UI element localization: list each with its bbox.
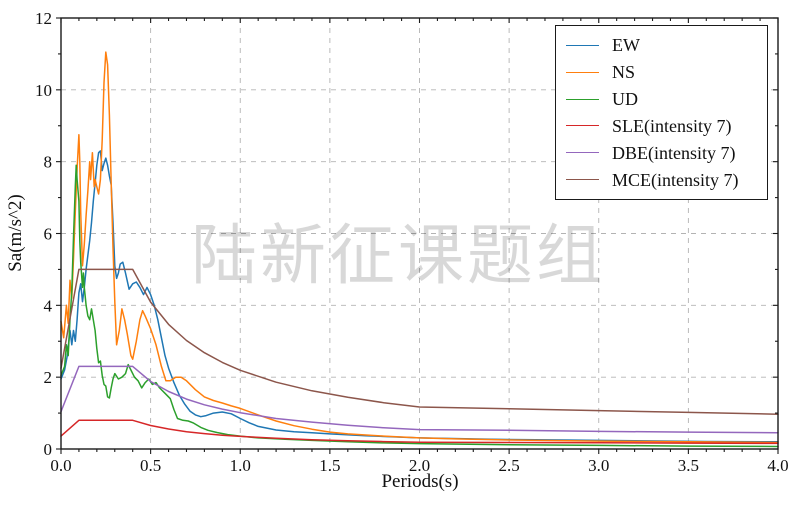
series-line-EW bbox=[60, 150, 779, 443]
x-tick-label: 2.0 bbox=[409, 456, 430, 475]
x-axis-label: Periods(s) bbox=[381, 471, 459, 492]
series-line-DBE-intensity-7- bbox=[60, 365, 779, 434]
x-tick-label: 2.5 bbox=[499, 456, 520, 475]
y-tick-label: 4 bbox=[44, 296, 53, 315]
legend-item: SLE(intensity 7) bbox=[566, 117, 757, 135]
legend-item: EW bbox=[566, 36, 757, 54]
legend-item: UD bbox=[566, 90, 757, 108]
legend-item: DBE(intensity 7) bbox=[566, 144, 757, 162]
x-tick-label: 0.5 bbox=[140, 456, 161, 475]
legend-line-sample bbox=[566, 125, 599, 127]
y-tick-label: 12 bbox=[35, 9, 52, 28]
legend-item: NS bbox=[566, 63, 757, 81]
legend-line-sample bbox=[566, 71, 599, 73]
series-line-MCE-intensity-7- bbox=[60, 268, 779, 415]
y-tick-label: 6 bbox=[44, 225, 53, 244]
legend-item-label: SLE(intensity 7) bbox=[612, 115, 732, 136]
legend-item-label: EW bbox=[612, 35, 640, 56]
y-tick-label: 8 bbox=[44, 153, 53, 172]
x-tick-label: 1.5 bbox=[319, 456, 340, 475]
legend-item-label: UD bbox=[612, 89, 638, 110]
series-line-SLE-intensity-7- bbox=[60, 419, 779, 445]
x-tick-label: 4.0 bbox=[767, 456, 788, 475]
series-line-NS bbox=[60, 51, 779, 444]
series-line-UD bbox=[60, 164, 779, 448]
y-tick-label: 10 bbox=[35, 81, 52, 100]
legend-item: MCE(intensity 7) bbox=[566, 171, 757, 189]
legend-line-sample bbox=[566, 98, 599, 100]
x-tick-label: 0.0 bbox=[50, 456, 71, 475]
y-axis-label: Sa(m/s^2) bbox=[5, 194, 26, 272]
legend-line-sample bbox=[566, 44, 599, 46]
legend-item-label: MCE(intensity 7) bbox=[612, 169, 739, 190]
legend-line-sample bbox=[566, 179, 599, 181]
legend-line-sample bbox=[566, 152, 599, 154]
x-tick-label: 3.0 bbox=[588, 456, 609, 475]
y-tick-label: 0 bbox=[44, 440, 53, 459]
legend: EW NS UD SLE(intensity 7) DBE(intensity 7) MC… bbox=[555, 25, 768, 200]
legend-item-label: DBE(intensity 7) bbox=[612, 142, 736, 163]
x-tick-label: 1.0 bbox=[230, 456, 251, 475]
x-tick-label: 3.5 bbox=[678, 456, 699, 475]
y-tick-label: 2 bbox=[44, 368, 53, 387]
legend-item-label: NS bbox=[612, 62, 636, 83]
